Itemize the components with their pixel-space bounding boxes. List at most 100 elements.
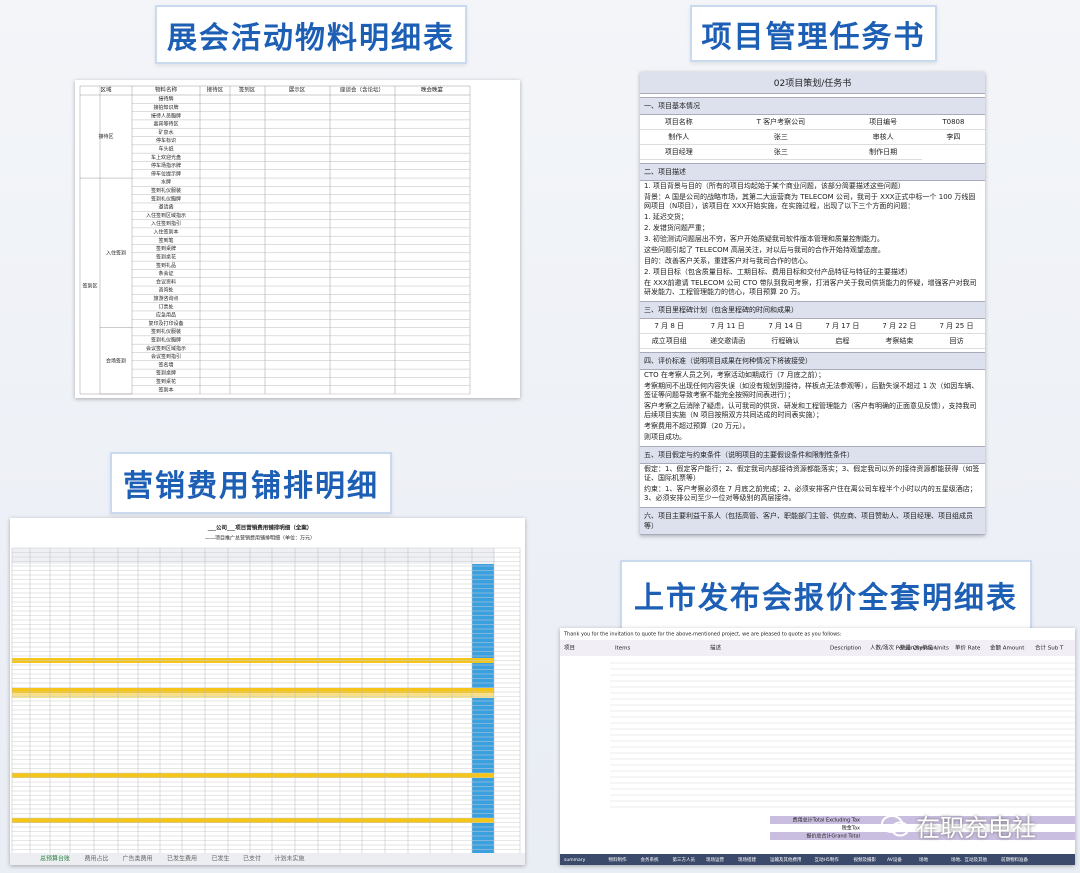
cell-text: 互动H5制作 xyxy=(815,856,840,863)
cell-text: 签到礼仪胸牌 xyxy=(151,195,181,202)
milestone-cell: 7 月 8 日 xyxy=(640,319,699,334)
paragraph: 1. 延迟交货； xyxy=(644,213,688,221)
cell-text: 签到区 xyxy=(239,86,256,94)
paragraph: 则项目成功。 xyxy=(644,433,686,441)
info-cell: 项目名称 xyxy=(640,115,718,130)
milestone-cell: 成立项目组 xyxy=(640,333,699,349)
cell-text: 人数/场次 Person/Session xyxy=(870,644,937,652)
panel-title: 展会活动物料明细表 xyxy=(155,5,467,64)
info-cell: 审核人 xyxy=(844,129,922,145)
section-heading: 三、项目里程碑计划（包含里程碑的时间和成果） xyxy=(640,301,985,319)
cell-text: 单位 Units xyxy=(922,644,949,652)
wechat-icon xyxy=(881,814,909,836)
info-cell: T0808 xyxy=(921,115,985,130)
cell-text: 项目 xyxy=(564,645,575,652)
cell-text: 接待区 xyxy=(207,86,224,94)
info-cell: 项目编号 xyxy=(844,115,922,130)
cell-text: ——项目推广总营销费用铺排明细（单位：万元） xyxy=(205,535,315,542)
cell-text: 现场搭建 xyxy=(738,856,756,863)
cell-text: 描述 xyxy=(710,644,722,652)
cell-text: 已发生费用 xyxy=(167,855,197,863)
info-row: 项目经理 张三 制作日期 xyxy=(640,144,985,160)
task-book: 02项目策划/任务书 一、项目基本情况 项目名称 T 客户考察公司 项目编号 T0808 制… xyxy=(640,72,985,535)
cell-text: 水牌 xyxy=(161,179,171,186)
cell-text: 晚会晚宴 xyxy=(421,86,444,94)
cell-text: 嘉宾等待区 xyxy=(153,121,178,128)
milestone-cell: 7 月 22 日 xyxy=(870,319,928,334)
paragraph: 3. 初验测试问题层出不穷，客户开始质疑我司软件版本管理和质量控制能力。 xyxy=(644,235,884,243)
cell-text: 物料名称 xyxy=(155,86,178,94)
cell-text: 第三方人员 xyxy=(673,856,696,863)
section-heading: 二、项目描述 xyxy=(640,163,985,181)
paragraph: 背景：A 国是公司的战略市场，其第二大运营商为 TELECOM 公司，我司于 X… xyxy=(644,193,976,210)
milestone-cell: 行程确认 xyxy=(756,333,814,349)
cell-text: 签到本 xyxy=(158,386,173,393)
cell-text: 矿泉水 xyxy=(158,129,173,136)
milestone-cell: 7 月 11 日 xyxy=(698,319,757,334)
cell-text: 车上欢迎光盘 xyxy=(151,154,181,161)
cell-text: 现场运营 xyxy=(706,856,724,863)
tab-bar xyxy=(10,853,525,865)
cell-text: 订票处 xyxy=(158,303,173,310)
doc-title: 02项目策划/任务书 xyxy=(640,72,985,94)
cell-text: 咨询处 xyxy=(158,287,173,294)
info-row: 制作人 张三 审核人 李四 xyxy=(640,129,985,145)
info-row: 项目名称 T 客户考察公司 项目编号 T0808 xyxy=(640,115,985,130)
cell-text: 展示区 xyxy=(289,87,306,94)
milestone-cell: 递交邀请函 xyxy=(698,333,757,349)
total-band xyxy=(770,832,1075,840)
cell-text: 签到桌牌 xyxy=(156,370,176,377)
cell-text: 广告类费用 xyxy=(123,855,153,863)
cell-text: 场地 xyxy=(919,856,928,863)
paragraph: CTO 在考察人员之列，考察活动如期成行（7 月底之前）； xyxy=(644,371,826,379)
cell-text: 会议签到区域指示 xyxy=(146,345,186,352)
cell-text: 税金Tax xyxy=(842,825,860,832)
cell-text: 费用占比 xyxy=(85,855,109,863)
section-heading: 四、评价标准（说明项目成果在何种情况下将被接受） xyxy=(640,352,985,370)
cell-text: summary xyxy=(564,857,586,863)
cell-text: 签到礼仪胸牌 xyxy=(151,337,181,344)
highlight-row xyxy=(12,818,494,823)
cell-text: 签到桌花 xyxy=(156,253,176,260)
paragraph: 2. 项目目标（包含质量目标、工期目标、费用目标和交付产品特征与特征的主要描述） xyxy=(644,268,912,276)
cell-text: 停车标识 xyxy=(156,137,176,144)
highlight-row xyxy=(12,688,494,693)
cell-text: 已发生 xyxy=(212,855,230,863)
cell-text: 签到区 xyxy=(82,283,97,290)
cell-text: 车头纸 xyxy=(158,145,173,152)
cell-text: 总预算台账 xyxy=(40,855,70,863)
milestone-cell: 回访 xyxy=(927,333,985,349)
milestone-cell: 7 月 17 日 xyxy=(813,319,871,334)
cell-text: 合计 Sub T xyxy=(1035,644,1064,652)
section-heading: 六、项目主要利益干系人（包括高管、客户、职能部门主管、供应商、项目赞助人、项目经… xyxy=(640,507,985,535)
milestone-cell: 7 月 25 日 xyxy=(927,319,985,334)
cell-text: 签到笔 xyxy=(158,237,173,244)
total-band xyxy=(770,816,1075,824)
marketing-sheet: ___公司___项目营销费用铺排明细（全案） ——项目推广总营销费用铺排明细（单位… xyxy=(10,518,525,865)
cell-text: Thank you for the invitation to quote fo… xyxy=(563,632,842,638)
cell-text: 会议资料 xyxy=(156,278,176,285)
cell-text: 入住签到指引 xyxy=(151,220,181,227)
cell-text: 接拍知识牌 xyxy=(153,104,178,111)
paragraph: 1. 项目背景与目的（所有的项目均起始于某个商业问题，该部分简要描述这些问题） xyxy=(644,182,905,190)
cell-text: 条会证 xyxy=(158,270,173,277)
cell-text: 已支付 xyxy=(243,855,261,863)
cell-text: 前期物料准备 xyxy=(1001,856,1028,863)
highlight-column xyxy=(472,548,494,853)
cell-text: 应急用品 xyxy=(156,312,176,319)
paragraph: 这些问题引起了 TELECOM 高层关注，对以后与我司的合作开始持观望态度。 xyxy=(644,246,885,254)
cell-text: 金额 Amount xyxy=(990,644,1025,652)
cell-text: 座谈会（含论坛） xyxy=(340,86,384,94)
cell-text: 停车场指示牌 xyxy=(151,162,181,169)
paragraph: 客户考察之后消除了疑虑，认可我司的供货、研发和工程管理能力（客户有明确的正面意见… xyxy=(644,402,977,419)
header-band xyxy=(12,548,494,564)
cell-text: 会场签到 xyxy=(106,357,126,364)
cell-text: 场地、互动及其他 xyxy=(951,856,987,863)
info-cell: 制作日期 xyxy=(844,144,922,160)
cell-text: 报价总合计Grand Total xyxy=(806,833,860,840)
paragraph: 2. 发错货问题严重； xyxy=(644,224,709,232)
info-table: 项目名称 T 客户考察公司 项目编号 T0808 制作人 张三 审核人 李四 项目经理 张三 制作日… xyxy=(640,115,985,160)
paragraph: 考察期间不出现任何内容失误（如没有规划到接待，样板点无法参观等），后勤失误不超过… xyxy=(644,382,979,399)
highlight-row xyxy=(12,693,494,698)
